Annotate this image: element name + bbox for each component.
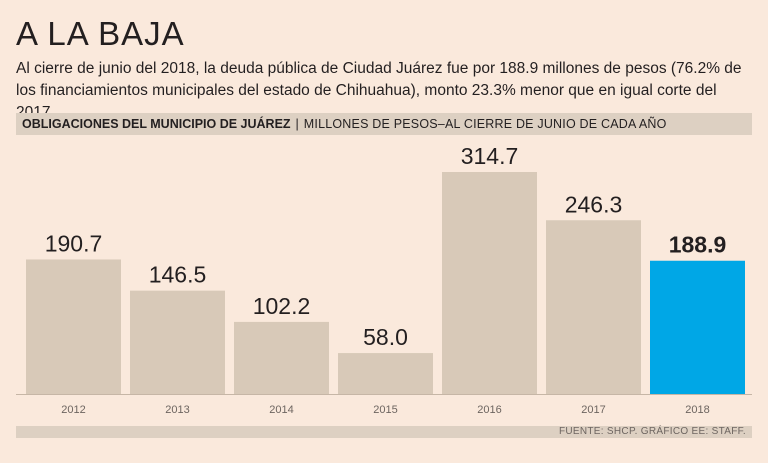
- bars-group: [26, 172, 745, 394]
- chart-title: OBLIGACIONES DEL MUNICIPIO DE JUÁREZ: [22, 117, 291, 131]
- source-text: FUENTE: SHCP. GRÁFICO EE: STAFF.: [558, 426, 746, 437]
- x-tick-label-2013: 2013: [165, 404, 189, 416]
- x-axis-labels-group: 2012 2013 2014 2015 2016 2017 2018: [61, 404, 709, 416]
- x-tick-label-2016: 2016: [477, 404, 501, 416]
- value-labels-group: 190.7 146.5 102.2 58.0 314.7 246.3 188.9: [45, 143, 727, 350]
- source-footer: FUENTE: SHCP. GRÁFICO EE: STAFF.: [16, 426, 752, 438]
- x-tick-label-2012: 2012: [61, 404, 85, 416]
- bar-2018: [650, 260, 745, 394]
- value-label-2018: 188.9: [669, 232, 727, 258]
- chart-description: Al cierre de junio del 2018, la deuda pú…: [16, 60, 742, 121]
- bar-2017: [546, 220, 641, 394]
- header-separator: |: [295, 117, 299, 131]
- value-label-2016: 314.7: [461, 143, 519, 169]
- value-label-2017: 246.3: [565, 191, 623, 217]
- x-tick-label-2017: 2017: [581, 404, 605, 416]
- bar-2012: [26, 259, 121, 394]
- x-tick-label-2014: 2014: [269, 404, 293, 416]
- bar-2013: [130, 290, 225, 394]
- bar-2014: [234, 321, 329, 394]
- bar-2016: [442, 172, 537, 394]
- page-title: A LA BAJA: [16, 15, 185, 52]
- value-label-2015: 58.0: [363, 324, 408, 350]
- x-tick-label-2015: 2015: [373, 404, 397, 416]
- value-label-2014: 102.2: [253, 293, 311, 319]
- bar-2015: [338, 353, 433, 394]
- chart-header-bar: OBLIGACIONES DEL MUNICIPIO DE JUÁREZ | M…: [16, 113, 752, 135]
- value-label-2013: 146.5: [149, 262, 207, 288]
- x-tick-label-2018: 2018: [685, 404, 709, 416]
- value-label-2012: 190.7: [45, 230, 103, 256]
- chart-units-label: MILLONES DE PESOS–AL CIERRE DE JUNIO DE …: [303, 117, 667, 131]
